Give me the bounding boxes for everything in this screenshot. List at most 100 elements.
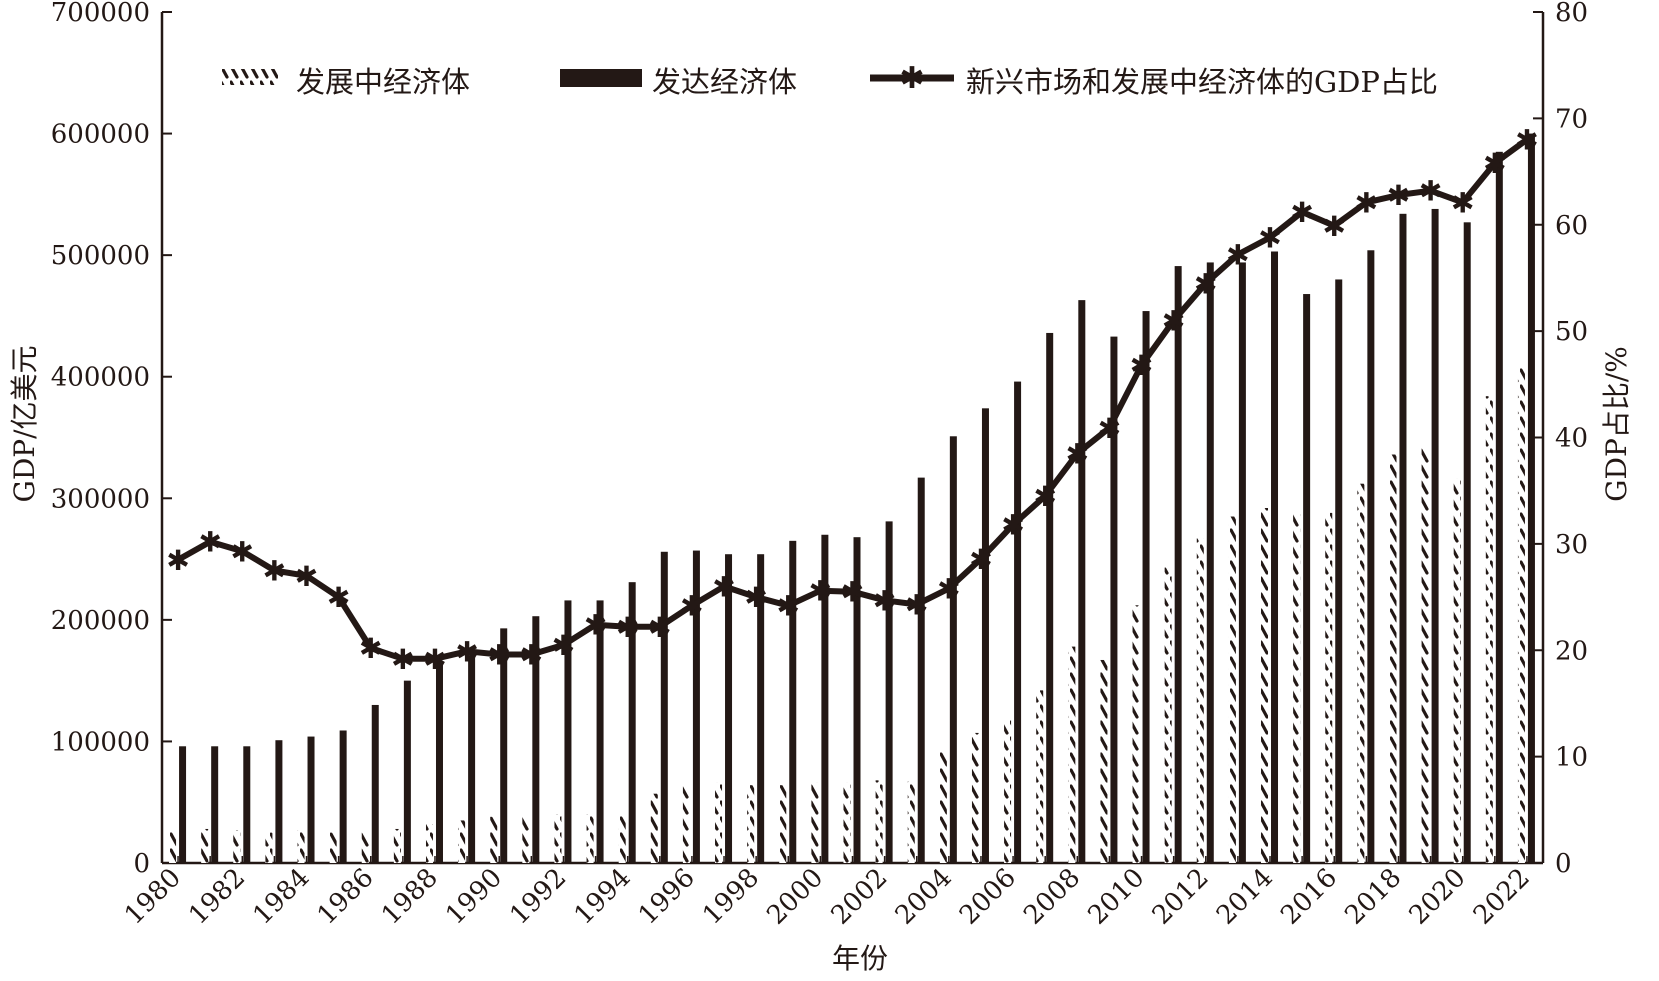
developing-bar: [425, 824, 433, 863]
developed-bar: [821, 534, 829, 863]
developing-bar: [201, 828, 209, 863]
share-marker: ✱: [873, 584, 896, 617]
share-marker: ✱: [1483, 147, 1506, 180]
developed-bars: [179, 133, 1535, 864]
x-tick-label: 2018: [1339, 863, 1407, 931]
legend-share-label: 新兴市场和发展中经济体的GDP占比: [966, 65, 1438, 99]
y-left-tick-label: 700000: [51, 0, 150, 28]
developed-bar: [564, 600, 572, 863]
y-right-tick-label: 80: [1555, 0, 1588, 28]
y-left-tick-label: 200000: [51, 606, 150, 636]
developing-bar: [169, 831, 177, 863]
developed-bar: [660, 551, 668, 863]
developed-bar: [1174, 266, 1182, 863]
share-marker: ✱: [1451, 186, 1474, 219]
share-marker: ✱: [1226, 239, 1249, 272]
developed-bar: [500, 628, 508, 863]
developing-bars: [169, 366, 1525, 863]
developed-bar: [1046, 332, 1054, 863]
share-marker: ✱: [1162, 304, 1185, 337]
developed-bar: [1078, 300, 1086, 864]
y-left-tick-label: 400000: [51, 363, 150, 393]
legend-developed-swatch: [560, 69, 642, 87]
developing-bar: [1261, 508, 1269, 863]
share-marker: ✱: [648, 611, 671, 644]
legend-share-marker: ✱: [899, 61, 924, 96]
developing-bar: [1036, 690, 1044, 863]
developing-bar: [1357, 483, 1365, 863]
share-marker: ✱: [295, 560, 318, 593]
developed-bar: [1335, 279, 1343, 863]
share-marker: ✱: [777, 590, 800, 623]
developed-bar: [917, 477, 925, 863]
developing-bar: [233, 830, 241, 863]
share-marker: ✱: [552, 629, 575, 662]
y-right-tick-label: 60: [1555, 211, 1588, 241]
developed-bar: [981, 408, 989, 863]
developing-bar: [1132, 605, 1140, 863]
y-right-tick-label: 30: [1555, 530, 1588, 560]
developing-bar: [458, 820, 466, 863]
share-marker: ✱: [198, 526, 221, 559]
y-left-tick-label: 600000: [51, 120, 150, 150]
x-tick-label: 2008: [1018, 863, 1086, 931]
developed-bar: [1367, 250, 1375, 863]
x-tick-label: 1996: [633, 863, 701, 931]
developed-bar: [275, 740, 283, 863]
share-marker: ✱: [1001, 509, 1024, 542]
share-marker: ✱: [744, 581, 767, 614]
developing-bar: [682, 786, 690, 863]
developed-bar: [1527, 133, 1535, 864]
developed-bar: [1495, 151, 1503, 864]
share-marker: ✱: [391, 643, 414, 676]
developed-bar: [371, 704, 379, 863]
developing-bar: [618, 814, 626, 863]
developing-bar: [1453, 478, 1461, 863]
y-right-tick-label: 70: [1555, 104, 1588, 134]
share-marker: ✱: [1323, 210, 1346, 243]
y-left-tick-label: 100000: [51, 727, 150, 757]
legend-developed-label: 发达经济体: [652, 65, 797, 99]
developing-bar: [811, 782, 819, 863]
developing-bar: [875, 780, 883, 863]
share-marker: ✱: [1515, 124, 1538, 157]
developing-bar: [1293, 514, 1301, 863]
developing-bar: [843, 782, 851, 863]
legend: 发展中经济体 发达经济体 ✱ 新兴市场和发展中经济体的GDP占比: [222, 61, 1438, 99]
share-marker: ✱: [359, 632, 382, 665]
x-tick-label: 2002: [826, 863, 894, 931]
axes: [160, 11, 1545, 865]
developing-bar: [650, 793, 658, 863]
share-marker: ✱: [712, 570, 735, 603]
share-marker: ✱: [263, 554, 286, 587]
developed-bar: [1463, 222, 1471, 863]
share-marker: ✱: [905, 589, 928, 622]
y-right-tick-label: 10: [1555, 743, 1588, 773]
share-marker: ✱: [841, 576, 864, 609]
share-marker: ✱: [1419, 175, 1442, 208]
developing-bar: [1325, 512, 1333, 863]
y-right-tick-label: 0: [1555, 849, 1572, 879]
x-tick-label: 2020: [1404, 863, 1472, 931]
developing-bar: [1228, 516, 1236, 863]
share-marker: ✱: [1033, 480, 1056, 513]
legend-developing-label: 发展中经济体: [296, 65, 470, 99]
share-marker: ✱: [487, 639, 510, 672]
share-line-path: [175, 136, 1530, 662]
developed-bar: [1431, 208, 1439, 864]
share-line: ✱ ✱ ✱ ✱ ✱ ✱ ✱ ✱ ✱ ✱ ✱ ✱ ✱ ✱ ✱ ✱ ✱ ✱ ✱ ✱ ✱ ✱ ✱ ✱ ✱ ✱ ✱ ✱ ✱ ✱ ✱ ✱ ✱ ✱ ✱ ✱ ✱ ✱ ✱ ✱…: [166, 124, 1538, 676]
developed-bar: [1303, 294, 1311, 863]
developing-bar: [329, 832, 337, 863]
share-marker: ✱: [680, 590, 703, 623]
developing-bar: [779, 785, 787, 863]
x-tick-label: 2016: [1275, 863, 1343, 931]
share-marker: ✱: [969, 543, 992, 576]
developing-bar: [361, 832, 369, 863]
x-tick-label: 2022: [1468, 863, 1536, 931]
y-axis-right-title: GDP占比/%: [1600, 346, 1633, 502]
developed-bar: [1399, 213, 1407, 863]
developing-bar: [265, 832, 273, 863]
developing-bar: [1389, 454, 1397, 863]
developed-bar: [307, 736, 315, 863]
x-tick-label: 2010: [1082, 863, 1150, 931]
